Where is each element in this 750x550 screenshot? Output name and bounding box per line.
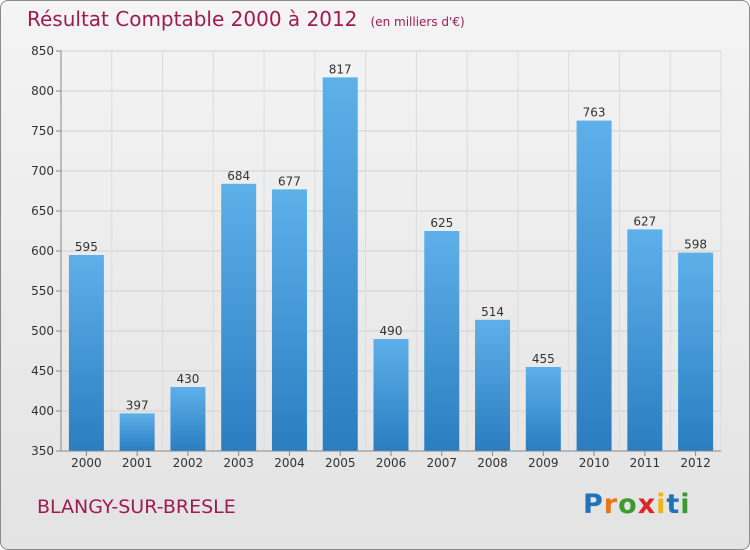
proxiti-logo: Proxiti: [583, 489, 691, 520]
x-tick-label: 2007: [426, 456, 457, 470]
bar: [424, 231, 460, 451]
bar: [627, 229, 663, 451]
x-tick-label: 2001: [122, 456, 153, 470]
axes: 350 400 450 500 550 600 650 700 750 800 850 2000 200…: [31, 44, 721, 470]
data-label: 455: [532, 352, 555, 366]
data-label: 598: [684, 238, 707, 252]
x-tick-label: 2011: [630, 456, 661, 470]
data-label: 763: [583, 106, 606, 120]
value-labels: 595 397 430 684 677 817 490 625 514 455 763 627 598: [75, 62, 707, 412]
bar: [475, 319, 511, 451]
bar: [221, 183, 257, 452]
x-tick-label: 2012: [680, 456, 711, 470]
bar: [373, 339, 409, 451]
logo-letter: o: [618, 489, 638, 520]
bar: [576, 120, 612, 451]
bar: [119, 413, 155, 451]
data-label: 595: [75, 240, 98, 254]
x-tick-label: 2009: [528, 456, 559, 470]
x-tick-label: 2000: [71, 456, 102, 470]
y-tick-label: 700: [31, 164, 54, 178]
data-label: 677: [278, 174, 301, 188]
data-label: 430: [176, 372, 199, 386]
y-tick-label: 850: [31, 44, 54, 58]
data-label: 817: [329, 62, 352, 76]
x-tick-label: 2008: [477, 456, 508, 470]
data-label: 625: [430, 216, 453, 230]
x-tick-label: 2002: [173, 456, 204, 470]
bar: [678, 252, 714, 451]
y-tick-label: 400: [31, 404, 54, 418]
y-tick-label: 500: [31, 324, 54, 338]
logo-letter: i: [656, 489, 667, 520]
logo-letter: r: [603, 489, 619, 520]
data-label: 627: [633, 214, 656, 228]
bar: [322, 77, 358, 452]
x-tick-label: 2010: [579, 456, 610, 470]
data-label: 684: [227, 169, 250, 183]
bars: [68, 77, 714, 452]
x-tick-label: 2004: [274, 456, 305, 470]
y-tick-label: 750: [31, 124, 54, 138]
bar: [170, 387, 206, 451]
bar: [271, 189, 307, 451]
y-tick-label: 350: [31, 444, 54, 458]
logo-letter: x: [637, 489, 657, 520]
bar: [68, 255, 104, 451]
title-row: Résultat Comptable 2000 à 2012 (en milli…: [27, 7, 465, 31]
y-tick-label: 650: [31, 204, 54, 218]
x-tick-label: 2005: [325, 456, 356, 470]
city-name: BLANGY-SUR-BRESLE: [37, 496, 236, 518]
data-label: 397: [126, 398, 149, 412]
data-label: 490: [380, 324, 403, 338]
y-tick-label: 450: [31, 364, 54, 378]
chart-title: Résultat Comptable 2000 à 2012: [27, 7, 358, 31]
x-tick-label: 2006: [376, 456, 407, 470]
logo-letter: t: [666, 489, 681, 520]
y-tick-label: 800: [31, 84, 54, 98]
bar: [525, 367, 561, 451]
logo-letter: i: [680, 489, 691, 520]
y-tick-label: 550: [31, 284, 54, 298]
logo-letter: P: [583, 489, 604, 520]
data-label: 514: [481, 305, 504, 319]
x-tick-label: 2003: [223, 456, 254, 470]
y-tick-label: 600: [31, 244, 54, 258]
chart-unit: (en milliers d'€): [370, 15, 465, 29]
